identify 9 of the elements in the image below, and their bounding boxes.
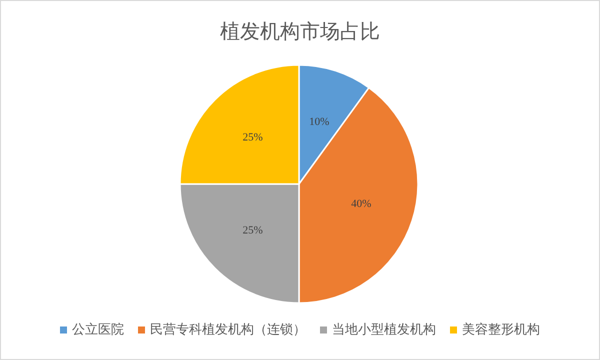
- legend-label: 当地小型植发机构: [332, 322, 436, 338]
- data-label: 40%: [351, 198, 372, 210]
- data-label: 25%: [242, 132, 263, 144]
- legend-label: 美容整形机构: [462, 322, 540, 338]
- legend-label: 民营专科植发机构（连锁）: [150, 322, 306, 338]
- legend-label: 公立医院: [72, 322, 124, 338]
- data-label: 25%: [242, 224, 263, 236]
- chart-title: 植发机构市场占比: [220, 19, 380, 43]
- data-label: 10%: [309, 116, 330, 128]
